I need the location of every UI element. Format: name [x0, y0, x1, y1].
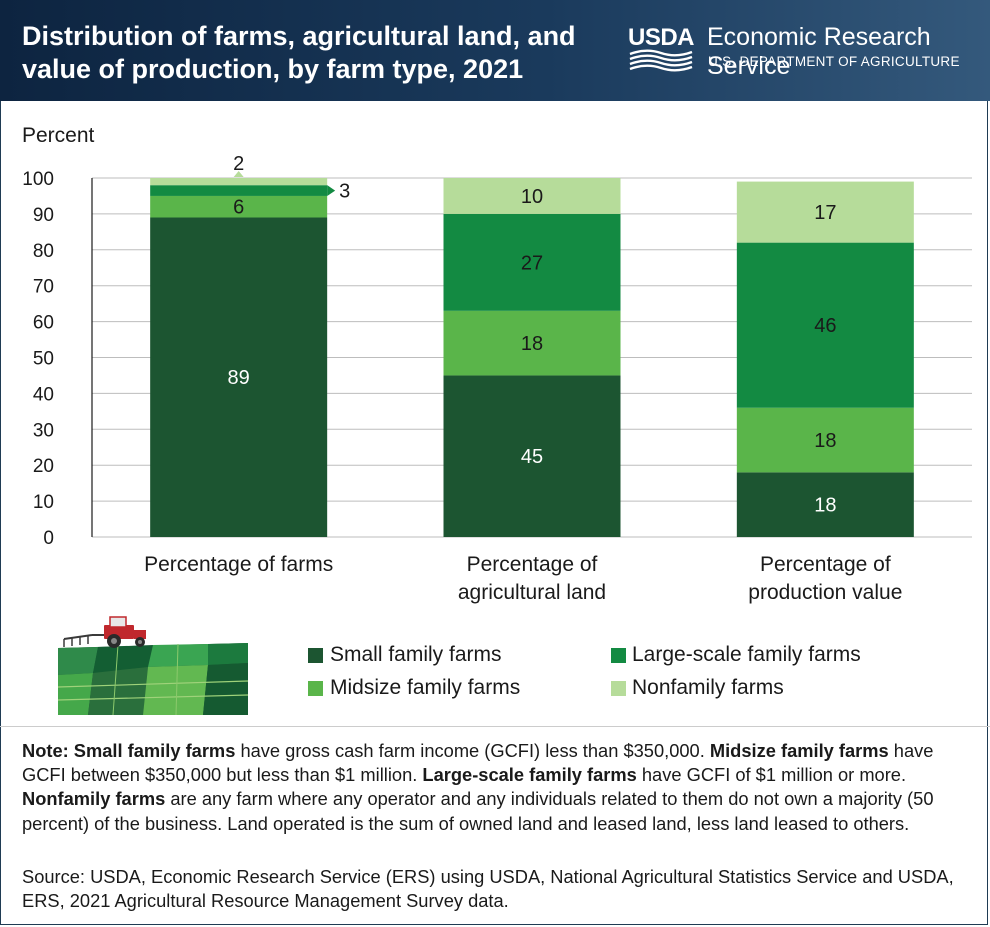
- data-label-midsize-2: 18: [521, 333, 543, 355]
- y-tick-label: 60: [33, 313, 54, 334]
- chart-title: Distribution of farms, agricultural land…: [22, 21, 576, 84]
- note-text: Note: Small family farms have gross cash…: [22, 739, 972, 836]
- y-tick-label: 100: [22, 169, 54, 190]
- data-label-midsize-3: 18: [814, 430, 836, 452]
- department-name: U.S. DEPARTMENT OF AGRICULTURE: [708, 54, 960, 69]
- x-tick-label: production value: [748, 581, 902, 604]
- note-nonfamily-term: Nonfamily farms: [22, 788, 166, 810]
- data-label-nonfamily-3: 17: [814, 202, 836, 224]
- y-tick-label: 90: [33, 205, 54, 226]
- legend-swatch-nonfamily: [611, 681, 626, 696]
- bar-nonfamily-2: [443, 178, 621, 214]
- callout-pointer-nonfamily: [233, 171, 244, 177]
- y-tick-labels: 0 10 20 30 40 50 60 70 80 90 100: [22, 169, 54, 549]
- bar-small-2: [443, 375, 621, 537]
- legend-swatch-large: [611, 648, 626, 663]
- legend-label-small: Small family farms: [330, 643, 502, 666]
- x-tick-label: Percentage of: [467, 553, 598, 576]
- y-tick-label: 50: [33, 349, 54, 370]
- x-tick-label: agricultural land: [458, 581, 606, 604]
- y-axis-label: Percent: [22, 124, 95, 147]
- stacked-bar-chart: Percent 0 10 20 30 40 50 60 70 80 90 100 89 6 3 2 45 18…: [22, 124, 972, 604]
- note-large-term: Large-scale family farms: [422, 764, 637, 786]
- note-midsize-term: Midsize family farms: [709, 740, 889, 761]
- data-label-large-3: 46: [814, 315, 836, 337]
- chart-area: Percent 0 10 20 30 40 50 60 70 80 90 100 89 6 3 2 45 18…: [0, 101, 990, 621]
- y-tick-label: 20: [33, 456, 54, 477]
- bar-small-3: [736, 472, 914, 537]
- bars: [150, 178, 914, 537]
- bar-nonfamily-3: [736, 181, 914, 243]
- callout-pointer-large: [327, 185, 336, 196]
- y-tick-label: 30: [33, 420, 54, 441]
- bar-midsize-3: [736, 407, 914, 473]
- agency-name: Economic Research Service: [707, 23, 931, 80]
- bar-large-1: [150, 185, 328, 196]
- data-label-small-1: 89: [228, 367, 250, 389]
- data-label-large-2: 27: [521, 252, 543, 274]
- legend-label-nonfamily: Nonfamily farms: [632, 676, 784, 699]
- x-tick-label: Percentage of: [760, 553, 891, 576]
- bar-small-1: [150, 217, 328, 537]
- header-banner: Distribution of farms, agricultural land…: [0, 0, 990, 101]
- y-tick-label: 10: [33, 492, 54, 513]
- data-label-nonfamily-1: 2: [233, 153, 244, 175]
- y-tick-label: 70: [33, 277, 54, 298]
- legend-label-midsize: Midsize family farms: [330, 676, 521, 699]
- y-tick-label: 40: [33, 384, 54, 405]
- farm-field-illustration: [58, 616, 248, 715]
- bar-midsize-2: [443, 310, 621, 376]
- y-tick-label: 0: [43, 528, 54, 549]
- legend-label-large: Large-scale family farms: [632, 643, 861, 666]
- note-small-text: have gross cash farm income (GCFI) less …: [235, 740, 710, 761]
- data-label-nonfamily-2: 10: [521, 186, 543, 208]
- y-tick-label: 80: [33, 241, 54, 262]
- data-label-midsize-1: 6: [233, 197, 244, 219]
- legend-swatch-small: [308, 648, 323, 663]
- legend-swatch-midsize: [308, 681, 323, 696]
- bar-nonfamily-1: [150, 178, 328, 186]
- usda-logo: [629, 49, 693, 72]
- data-label-small-3: 18: [814, 495, 836, 517]
- bar-large-3: [736, 242, 914, 408]
- note-small-term: Small family farms: [73, 740, 236, 761]
- data-labels: 89 6 3 2 45 18 27 10 18 18 46 17: [228, 153, 837, 517]
- divider: [0, 726, 990, 727]
- usda-logo-text: USDA: [628, 24, 695, 51]
- note-midsize-text: have GCFI between $350,000 but less than…: [22, 740, 934, 786]
- note-prefix: Note:: [22, 740, 74, 761]
- bar-large-2: [443, 213, 621, 311]
- note-nonfamily-text: are any farm where any operator and any …: [22, 788, 934, 834]
- note-large-text: have GCFI of $1 million or more.: [636, 764, 907, 786]
- x-tick-label: Percentage of farms: [144, 553, 333, 576]
- data-label-small-2: 45: [521, 446, 543, 468]
- x-tick-labels: Percentage of farms Percentage of agricult…: [144, 553, 902, 604]
- source-text: Source: USDA, Economic Research Service …: [22, 866, 954, 912]
- bar-midsize-1: [150, 195, 328, 218]
- data-label-large-1: 3: [339, 181, 350, 203]
